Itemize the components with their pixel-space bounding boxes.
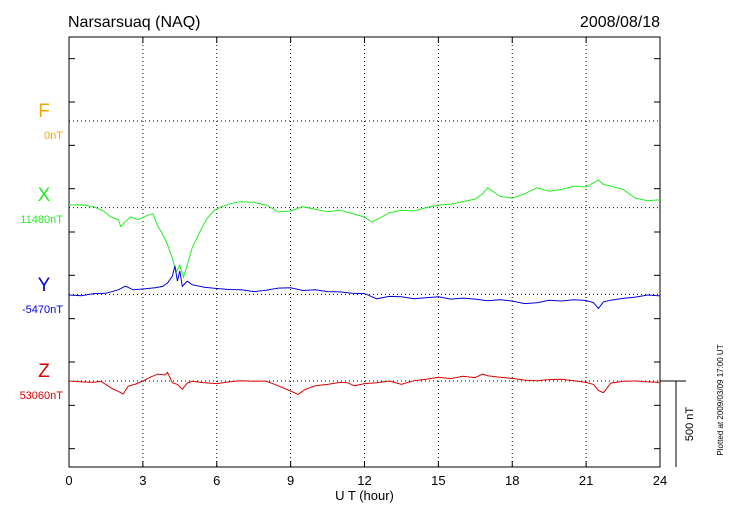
chart-title: Narsarsuaq (NAQ) [68,14,200,31]
series-name-z: Z [38,361,50,382]
x-tick-label: 0 [65,473,72,488]
grid-lines [69,37,660,467]
series-baseline-z: 53060nT [20,390,64,402]
scale-bar-label: 500 nT [684,407,696,442]
x-tick-label: 21 [579,473,593,488]
series-line-x [68,179,661,279]
series-lines [68,179,661,395]
series-line-z [68,371,661,395]
x-tick-label: 9 [287,473,294,488]
x-tick-label: 12 [357,473,371,488]
series-name-y: Y [38,275,51,296]
series-baseline-x: 11480nT [20,214,63,226]
x-tick-labels: 0 3 6 9 12 15 18 21 24 [65,473,667,488]
series-baseline-f: 0nT [44,130,63,142]
series-name-f: F [38,101,50,122]
series-baseline-y: -5470nT [22,304,63,316]
plotted-note: Plotted at 2009/03/09 17:00 UT [716,344,725,455]
chart-date: 2008/08/18 [580,14,660,31]
x-tick-label: 18 [505,473,519,488]
series-name-x: X [38,185,51,206]
series-labels: F 0nT X 11480nT Y -5470nT Z 53060nT [20,101,64,402]
x-tick-label: 15 [431,473,445,488]
x-tick-label: 3 [139,473,146,488]
x-axis-label: U T (hour) [335,488,394,503]
x-tick-label: 6 [213,473,220,488]
x-tick-label: 24 [653,473,667,488]
tick-marks [68,37,661,467]
series-line-y [68,265,661,310]
scale-bar [660,380,686,467]
